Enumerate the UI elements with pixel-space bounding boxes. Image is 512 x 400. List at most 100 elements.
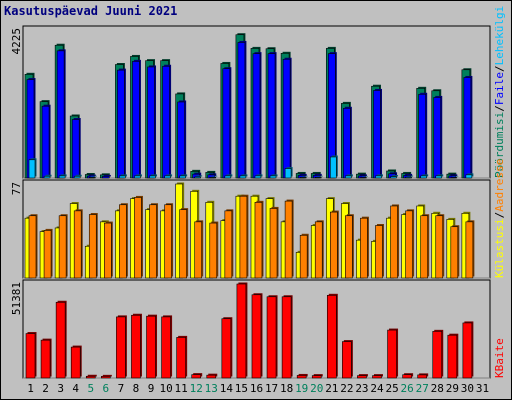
bar-aadresse-17-face [269, 208, 278, 279]
bar-aadresse-6 [104, 221, 113, 279]
bar-aadresse-25 [390, 204, 400, 279]
x-tick-label-8: 8 [133, 382, 140, 395]
bar-faile-28-face [433, 97, 442, 179]
bar-faile-7 [117, 68, 126, 179]
bar-lehekülgi-23 [360, 175, 368, 179]
x-tick-label-20: 20 [310, 382, 323, 395]
legend-bottom: KBaite [493, 338, 506, 378]
bar-lehekülgi-4-face [73, 175, 81, 179]
bar-lehekülgi-13 [209, 175, 218, 179]
bar-aadresse-21 [329, 210, 339, 279]
bar-aadresse-4 [73, 209, 83, 279]
bar-lehekülgi-7-shadow [120, 174, 127, 177]
bar-lehekülgi-22 [345, 174, 353, 179]
bar-faile-3-face [56, 50, 65, 179]
bar-lehekülgi-26 [405, 175, 414, 179]
bar-kbaite-22-face [342, 341, 352, 379]
bar-lehekülgi-20 [314, 175, 323, 179]
x-tick-label-26: 26 [401, 382, 414, 395]
bar-lehekülgi-23-face [360, 177, 367, 179]
bar-kbaite-6-shadow [102, 374, 112, 377]
bar-kbaite-27 [417, 373, 429, 379]
bar-lehekülgi-11 [179, 174, 188, 179]
x-tick-label-21: 21 [325, 382, 338, 395]
x-tick-label-7: 7 [118, 382, 125, 395]
bar-lehekülgi-21-face [329, 156, 337, 179]
bar-aadresse-24-face [375, 225, 383, 279]
x-tick-label-22: 22 [340, 382, 353, 395]
x-tick-label-9: 9 [148, 382, 155, 395]
bar-faile-8 [132, 59, 141, 179]
bar-lehekülgi-17-face [269, 175, 277, 179]
bar-lehekülgi-28-face [435, 175, 443, 179]
chart-legends: Pöördumisi/Faile/LehekülgiKülastusi/Aadr… [493, 6, 506, 378]
bar-faile-27-face [418, 93, 426, 179]
bar-lehekülgi-27-shadow [422, 174, 429, 177]
bar-lehekülgi-2-face [43, 175, 51, 179]
chart-title: Kasutuspäevad Juuni 2021 [4, 4, 178, 18]
bar-aadresse-9 [149, 203, 159, 279]
x-tick-label-24: 24 [370, 382, 384, 395]
bar-lehekülgi-13-shadow [211, 175, 218, 177]
bar-kbaite-15-face [236, 283, 247, 379]
bar-aadresse-30 [465, 220, 475, 279]
bar-faile-29-shadow [450, 174, 458, 177]
y-max-label-top: 4225 [10, 28, 23, 55]
bar-aadresse-2-face [43, 230, 52, 279]
bar-lehekülgi-16-face [254, 175, 262, 179]
bar-faile-22-face [343, 107, 351, 179]
bar-kbaite-13 [206, 373, 218, 379]
bar-aadresse-12 [194, 220, 204, 279]
bar-kbaite-21 [326, 293, 338, 379]
bar-aadresse-24 [375, 224, 384, 279]
bar-faile-30 [463, 75, 473, 179]
legend-separator: / [493, 65, 506, 72]
bar-kbaite-12-face [191, 374, 202, 379]
bar-aadresse-7 [119, 203, 128, 279]
bar-lehekülgi-14-shadow [226, 174, 233, 177]
bar-faile-2 [41, 104, 51, 179]
bar-lehekülgi-25-shadow [392, 175, 399, 177]
bar-lehekülgi-2-shadow [45, 174, 52, 177]
bar-aadresse-19-face [299, 234, 308, 279]
bar-aadresse-3 [58, 214, 68, 279]
bar-faile-14 [222, 67, 232, 179]
bar-aadresse-10 [164, 203, 174, 279]
bar-kbaite-23-shadow [358, 374, 368, 377]
bar-faile-30-face [463, 77, 472, 179]
bar-aadresse-14 [224, 209, 234, 279]
bar-aadresse-1-face [28, 215, 37, 279]
bar-kbaite-18 [281, 295, 293, 379]
bar-lehekülgi-28 [435, 174, 444, 179]
bar-lehekülgi-8-shadow [135, 174, 142, 177]
bar-kbaite-5-shadow [87, 374, 97, 377]
bar-kbaite-18-face [281, 296, 292, 379]
bar-kbaite-13-face [206, 374, 217, 379]
bar-faile-18 [282, 57, 292, 179]
bar-aadresse-29-face [450, 226, 459, 279]
bar-aadresse-19 [299, 233, 309, 279]
bar-kbaite-29-face [447, 334, 458, 379]
bar-kbaite-20-shadow [313, 374, 323, 377]
bar-lehekülgi-27 [420, 174, 429, 179]
bar-lehekülgi-10-shadow [166, 174, 173, 177]
bar-lehekülgi-10 [164, 174, 173, 179]
bar-lehekülgi-29 [450, 175, 459, 179]
bar-aadresse-17 [269, 206, 279, 279]
bar-lehekülgi-19-shadow [301, 175, 308, 177]
bar-kbaite-21-face [326, 295, 337, 379]
bar-faile-14-face [222, 68, 231, 179]
bar-lehekülgi-15-shadow [241, 174, 248, 177]
x-tick-label-3: 3 [57, 382, 64, 395]
bar-faile-8-face [132, 61, 140, 179]
bar-lehekülgi-18 [284, 167, 293, 179]
bar-faile-16 [252, 52, 262, 179]
bar-lehekülgi-21 [329, 155, 338, 179]
bar-aadresse-14-face [224, 210, 233, 279]
bar-lehekülgi-14 [224, 174, 233, 179]
bar-kbaite-19-face [296, 375, 307, 379]
bar-lehekülgi-11-shadow [181, 174, 188, 177]
bar-lehekülgi-25 [390, 175, 399, 179]
bar-faile-6 [102, 174, 111, 179]
legend-entry-külastusi: Külastusi [493, 218, 506, 278]
